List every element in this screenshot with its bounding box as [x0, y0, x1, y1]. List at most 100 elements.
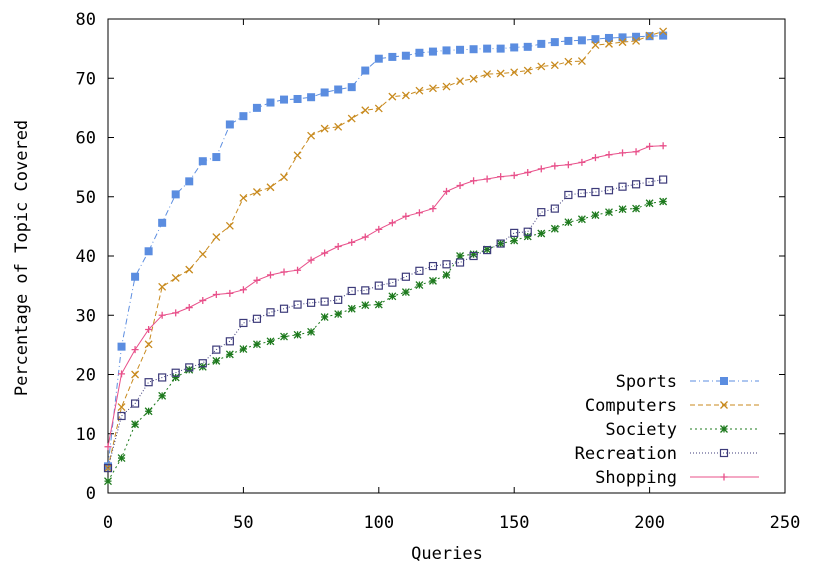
data-point-recreation — [550, 204, 559, 213]
data-point-recreation — [320, 297, 329, 306]
data-point-shopping — [375, 225, 383, 233]
data-point-society — [239, 345, 248, 353]
x-tick-label: 0 — [103, 513, 113, 533]
series-line-computers — [107, 30, 664, 469]
data-point-recreation — [171, 368, 180, 377]
data-point-sports — [428, 47, 437, 56]
legend-item-computers: Computers — [585, 396, 759, 416]
data-point-computers — [198, 250, 207, 259]
data-point-society — [361, 301, 370, 310]
data-point-computers — [171, 273, 180, 282]
x-tick-label: 50 — [233, 513, 253, 533]
y-tick-label: 40 — [76, 247, 96, 267]
data-point-recreation — [144, 378, 153, 387]
x-axis: 0 50 100 150 200 250 — [103, 19, 800, 533]
data-point-sports — [185, 177, 194, 186]
data-point-computers — [320, 124, 329, 133]
data-point-society — [469, 250, 478, 259]
data-point-society — [442, 271, 451, 279]
x-tick-label: 100 — [363, 513, 394, 533]
data-point-shopping — [564, 161, 572, 169]
legend: Sports Computers Society Recreation Shopping — [575, 372, 759, 488]
data-point-society — [550, 224, 559, 233]
data-point-recreation — [455, 258, 465, 267]
data-point-society — [401, 288, 410, 297]
data-point-society — [347, 304, 356, 313]
data-point-recreation — [212, 345, 221, 354]
data-point-recreation — [347, 286, 356, 296]
legend-item-sports: Sports — [616, 372, 759, 392]
data-point-society — [591, 211, 600, 220]
legend-label: Society — [605, 420, 677, 440]
y-tick-label: 70 — [76, 69, 96, 89]
data-point-shopping — [456, 181, 464, 189]
data-point-recreation — [523, 227, 532, 236]
data-point-recreation — [225, 337, 234, 346]
data-point-society — [415, 281, 424, 289]
data-point-sports — [171, 190, 180, 199]
data-point-recreation — [618, 182, 627, 191]
data-point-computers — [429, 84, 437, 93]
y-tick-label: 80 — [76, 10, 96, 30]
data-point-computers — [469, 74, 478, 83]
series-line-sports — [107, 35, 664, 467]
data-point-computers — [605, 39, 613, 48]
series-sports — [104, 31, 668, 471]
data-point-computers — [645, 31, 654, 40]
data-point-computers — [550, 61, 559, 70]
y-axis-title: Percentage of Topic Covered — [12, 120, 32, 396]
data-point-society — [104, 477, 112, 486]
legend-marker — [720, 401, 728, 409]
y-tick-label: 30 — [76, 306, 96, 326]
data-point-computers — [361, 106, 370, 115]
legend-label: Computers — [585, 396, 677, 416]
data-point-computers — [225, 221, 234, 230]
data-point-society — [374, 300, 383, 309]
legend-item-shopping: Shopping — [595, 468, 759, 488]
data-point-sports — [361, 66, 370, 75]
data-point-sports — [347, 83, 356, 92]
plot-frame — [107, 18, 786, 494]
series-shopping — [104, 142, 667, 451]
data-point-computers — [523, 66, 532, 75]
data-point-computers — [374, 104, 383, 113]
y-tick-label: 60 — [76, 129, 96, 149]
data-point-computers — [212, 233, 221, 241]
series-recreation — [103, 175, 668, 473]
data-point-computers — [618, 38, 627, 47]
data-point-recreation — [198, 359, 207, 368]
data-point-sports — [374, 54, 383, 63]
data-point-shopping — [145, 325, 153, 333]
data-point-shopping — [118, 370, 126, 378]
legend-marker — [720, 377, 728, 385]
data-point-sports — [483, 44, 492, 53]
data-point-computers — [456, 77, 464, 86]
data-point-society — [266, 337, 275, 346]
data-point-society — [280, 332, 288, 341]
data-point-society — [618, 205, 627, 214]
data-point-society — [225, 350, 234, 359]
legend-item-recreation: Recreation — [575, 444, 759, 464]
legend-marker — [720, 473, 728, 481]
data-point-sports — [280, 95, 289, 104]
data-point-recreation — [604, 186, 614, 195]
data-point-sports — [293, 94, 302, 103]
data-point-shopping — [226, 289, 234, 297]
data-point-computers — [537, 62, 546, 71]
data-point-shopping — [470, 177, 478, 185]
data-point-society — [496, 239, 505, 248]
data-point-society — [117, 454, 126, 463]
data-point-sports — [577, 36, 586, 45]
data-point-sports — [523, 42, 532, 51]
data-point-shopping — [199, 296, 207, 304]
data-point-sports — [117, 342, 126, 351]
data-point-recreation — [361, 286, 370, 295]
data-point-shopping — [605, 151, 613, 159]
data-point-sports — [144, 247, 153, 256]
legend-item-society: Society — [605, 420, 759, 440]
data-point-sports — [266, 98, 275, 107]
data-point-society — [212, 356, 221, 365]
data-point-society — [564, 218, 573, 227]
data-point-sports — [537, 39, 546, 48]
data-point-shopping — [321, 249, 329, 257]
